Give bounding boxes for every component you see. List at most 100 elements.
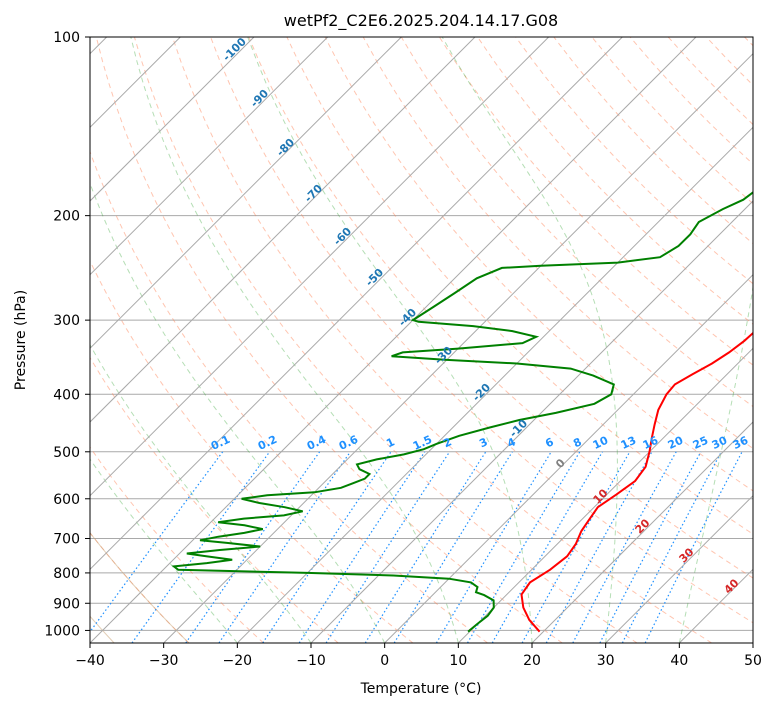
dry-adiabat-line <box>90 356 339 643</box>
x-tick-label: 0 <box>380 653 389 669</box>
dry-adiabat-label: -60 <box>331 225 354 248</box>
mixing-ratio-line <box>90 451 224 633</box>
x-tick-label: −30 <box>149 653 179 669</box>
isotherm-line <box>236 126 753 643</box>
dry-adiabat-line <box>744 37 753 47</box>
dry-adiabat-line <box>705 37 753 86</box>
mixing-ratio-line <box>545 451 653 643</box>
y-tick-label: 900 <box>53 596 80 612</box>
mixing-ratio-label: 3 <box>477 435 489 450</box>
moist-adiabat-line <box>90 181 386 643</box>
mixing-ratio-line <box>466 451 581 643</box>
y-tick-label: 500 <box>53 445 80 461</box>
chart-title: wetPf2_C2E6.2025.204.14.17.G08 <box>284 11 558 31</box>
dry-adiabat-line <box>362 37 753 450</box>
isotherms <box>90 37 753 643</box>
y-tick-label: 600 <box>53 492 80 508</box>
x-axis-label: Temperature (°C) <box>360 681 482 697</box>
x-tick-label: −10 <box>296 653 326 669</box>
x-tick-label: 30 <box>597 653 615 669</box>
mixing-ratio-line <box>364 451 487 643</box>
grid-layer <box>90 37 753 631</box>
isotherm-line <box>90 37 402 350</box>
mixing-ratio-label: 13 <box>619 434 638 452</box>
moist-adiabat-label: 30 <box>677 545 697 565</box>
isotherm-line <box>90 37 697 643</box>
x-tick-label: 20 <box>523 653 541 669</box>
mixing-ratio-label: 0.2 <box>256 433 279 453</box>
dry-adiabat-line <box>133 37 638 643</box>
dry-adiabat-label: -20 <box>470 381 493 404</box>
moist-adiabat-line <box>247 37 533 643</box>
x-tick-label: −20 <box>223 653 253 669</box>
mixing-ratio-label: 8 <box>571 435 583 450</box>
y-tick-label: 200 <box>53 209 80 225</box>
x-tick-label: 50 <box>744 653 762 669</box>
isotherm-line <box>531 421 753 643</box>
x-tick-label: 10 <box>449 653 467 669</box>
mixing-ratio-line <box>262 451 392 643</box>
y-tick-label: 400 <box>53 387 80 403</box>
dry-adiabats <box>90 37 753 643</box>
mixing-ratio-line <box>644 451 743 643</box>
y-tick-label: 1000 <box>44 623 80 639</box>
isotherm-line <box>90 37 476 423</box>
isotherm-line <box>605 494 753 643</box>
dry-adiabat-line <box>553 37 753 245</box>
dry-adiabat-line <box>400 37 753 408</box>
series-layer <box>171 191 753 633</box>
moist-adiabat-line <box>90 458 238 643</box>
isotherm-line <box>90 37 623 571</box>
mixing-ratio-line <box>298 451 426 643</box>
moist-adiabats <box>90 37 753 643</box>
dry-adiabat-label: -90 <box>248 87 271 110</box>
y-tick-label: 300 <box>53 313 80 329</box>
mixing-ratio-label: 1 <box>384 435 396 450</box>
dry-adiabat-line <box>90 446 264 643</box>
isotherm-line <box>752 642 753 643</box>
moist-adiabat-label: 40 <box>722 576 742 596</box>
dry-adiabat-line <box>90 532 190 643</box>
isotherm-line <box>90 37 255 202</box>
x-axis: −40 −30 −20 −10 0 10 20 30 40 50 <box>75 643 762 669</box>
line-labels: -100-90-80-70-60-50-40-30-20-100.1 0.2 0.4… <box>209 35 751 597</box>
x-tick-label: −40 <box>75 653 105 669</box>
moist-adiabat-label: 0 <box>553 456 568 471</box>
mixing-ratio-line <box>599 451 702 643</box>
dry-adiabat-label: -30 <box>432 344 455 367</box>
mixing-ratio-label: 36 <box>731 434 751 452</box>
dry-adiabat-line <box>95 37 563 643</box>
mixing-ratio-line <box>435 451 552 643</box>
isotherm-line <box>384 273 753 643</box>
dry-adiabat-line <box>515 37 753 285</box>
dry-adiabat-label: -50 <box>363 266 386 289</box>
dry-adiabat-label: -70 <box>302 182 325 205</box>
plot-area <box>90 37 753 643</box>
y-tick-label: 800 <box>53 566 80 582</box>
isotherm-line <box>310 200 753 643</box>
dry-adiabat-line <box>90 150 488 643</box>
x-tick-label: 40 <box>670 653 688 669</box>
dewpoint-line <box>171 191 753 633</box>
mixing-ratio-label: 20 <box>666 434 686 452</box>
mixing-ratio-label: 10 <box>591 434 611 452</box>
dry-adiabat-label: -100 <box>220 35 249 64</box>
dry-adiabat-line <box>210 37 753 624</box>
mixing-ratio-line <box>218 451 351 643</box>
plot-frame <box>89 36 754 644</box>
y-tick-label: 700 <box>53 532 80 548</box>
moist-adiabat-label: 20 <box>633 516 653 536</box>
mixing-ratio-label: 0.4 <box>305 433 328 453</box>
isotherm-line <box>457 347 753 643</box>
mixing-ratio-label: 0.1 <box>209 433 232 453</box>
moist-adiabat-label: 10 <box>591 486 611 506</box>
dry-adiabat-label: -80 <box>274 136 297 159</box>
mixing-ratio-line <box>572 451 677 643</box>
isotherm-line <box>90 37 550 497</box>
isotherm-line <box>163 52 753 643</box>
mixing-ratio-label: 30 <box>710 434 730 452</box>
moist-adiabat-line <box>90 343 312 643</box>
mixing-ratio-line <box>185 451 321 643</box>
dry-adiabat-label: -40 <box>396 306 419 329</box>
isotherm-line <box>90 37 329 276</box>
